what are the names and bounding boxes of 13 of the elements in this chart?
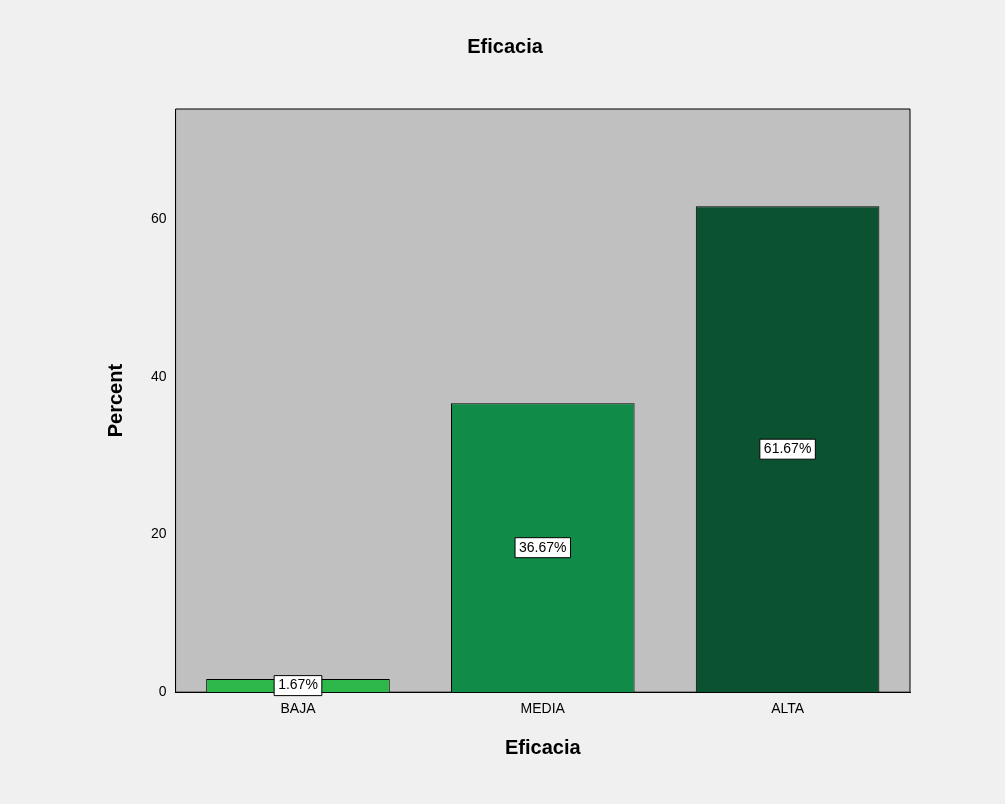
y-tick-label: 20 <box>150 525 167 542</box>
x-tick-label: ALTA <box>771 700 805 717</box>
data-label: 61.67% <box>763 440 812 457</box>
chart-title: Eficacia <box>467 34 544 57</box>
data-label: 1.67% <box>278 676 318 693</box>
data-label: 36.67% <box>519 538 567 555</box>
y-tick-label: 60 <box>150 210 167 227</box>
x-axis-title: Eficacia <box>504 735 582 758</box>
y-tick-label: 0 <box>158 683 167 700</box>
x-tick-label: MEDIA <box>520 700 566 717</box>
x-tick-label: BAJA <box>280 700 317 717</box>
y-tick-label: 40 <box>150 367 167 384</box>
y-axis-title: Percent <box>103 363 126 438</box>
